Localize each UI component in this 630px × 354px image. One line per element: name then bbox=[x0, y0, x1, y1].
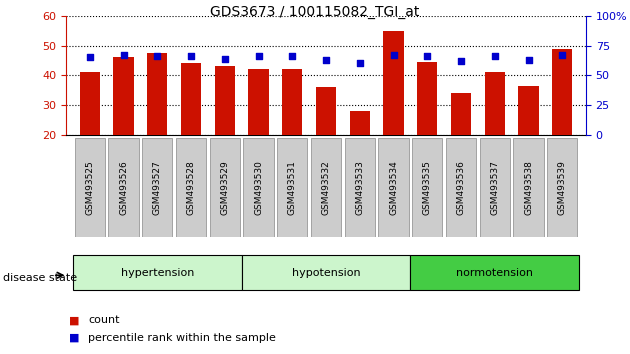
Bar bbox=[552, 48, 573, 135]
Point bbox=[524, 57, 534, 63]
Text: GSM493534: GSM493534 bbox=[389, 160, 398, 215]
Text: GSM493535: GSM493535 bbox=[423, 160, 432, 215]
Text: GSM493531: GSM493531 bbox=[288, 160, 297, 215]
Point bbox=[152, 53, 163, 59]
Text: GSM493526: GSM493526 bbox=[119, 160, 128, 215]
FancyBboxPatch shape bbox=[410, 255, 579, 290]
FancyBboxPatch shape bbox=[73, 255, 242, 290]
FancyBboxPatch shape bbox=[479, 138, 510, 237]
Text: normotension: normotension bbox=[456, 268, 533, 278]
Text: disease state: disease state bbox=[3, 273, 77, 283]
Text: GSM493538: GSM493538 bbox=[524, 160, 533, 215]
Point bbox=[422, 53, 432, 59]
Text: GSM493533: GSM493533 bbox=[355, 160, 364, 215]
Point bbox=[287, 53, 297, 59]
Text: percentile rank within the sample: percentile rank within the sample bbox=[88, 333, 276, 343]
FancyBboxPatch shape bbox=[446, 138, 476, 237]
Bar bbox=[79, 72, 100, 135]
Bar bbox=[248, 69, 268, 135]
Text: ■: ■ bbox=[69, 333, 80, 343]
Bar bbox=[350, 111, 370, 135]
FancyBboxPatch shape bbox=[311, 138, 341, 237]
Text: GSM493525: GSM493525 bbox=[85, 160, 94, 215]
Text: GSM493536: GSM493536 bbox=[457, 160, 466, 215]
Text: GSM493537: GSM493537 bbox=[490, 160, 500, 215]
FancyBboxPatch shape bbox=[243, 138, 273, 237]
Text: count: count bbox=[88, 315, 120, 325]
Text: hypotension: hypotension bbox=[292, 268, 360, 278]
Text: GSM493530: GSM493530 bbox=[254, 160, 263, 215]
Text: ■: ■ bbox=[69, 315, 80, 325]
Bar bbox=[484, 72, 505, 135]
Bar bbox=[451, 93, 471, 135]
FancyBboxPatch shape bbox=[142, 138, 173, 237]
FancyBboxPatch shape bbox=[547, 138, 578, 237]
FancyBboxPatch shape bbox=[379, 138, 409, 237]
Text: GSM493539: GSM493539 bbox=[558, 160, 567, 215]
Bar bbox=[316, 87, 336, 135]
Text: GSM493527: GSM493527 bbox=[153, 160, 162, 215]
FancyBboxPatch shape bbox=[242, 255, 410, 290]
FancyBboxPatch shape bbox=[345, 138, 375, 237]
Point bbox=[118, 52, 129, 58]
FancyBboxPatch shape bbox=[176, 138, 206, 237]
Point bbox=[389, 52, 399, 58]
Point bbox=[558, 52, 568, 58]
FancyBboxPatch shape bbox=[513, 138, 544, 237]
Point bbox=[84, 55, 94, 60]
Point bbox=[456, 58, 466, 64]
Bar bbox=[384, 31, 404, 135]
Text: GDS3673 / 100115082_TGI_at: GDS3673 / 100115082_TGI_at bbox=[210, 5, 420, 19]
Bar bbox=[518, 86, 539, 135]
Bar bbox=[181, 63, 201, 135]
FancyBboxPatch shape bbox=[74, 138, 105, 237]
Bar bbox=[417, 62, 437, 135]
Bar bbox=[215, 66, 235, 135]
Point bbox=[355, 61, 365, 66]
FancyBboxPatch shape bbox=[210, 138, 240, 237]
FancyBboxPatch shape bbox=[108, 138, 139, 237]
Point bbox=[253, 53, 263, 59]
FancyBboxPatch shape bbox=[412, 138, 442, 237]
Text: GSM493528: GSM493528 bbox=[186, 160, 195, 215]
FancyBboxPatch shape bbox=[277, 138, 307, 237]
Text: GSM493529: GSM493529 bbox=[220, 160, 229, 215]
Point bbox=[490, 53, 500, 59]
Point bbox=[186, 53, 196, 59]
Text: hypertension: hypertension bbox=[120, 268, 194, 278]
Bar bbox=[282, 69, 302, 135]
Bar bbox=[147, 53, 168, 135]
Bar bbox=[113, 57, 134, 135]
Point bbox=[220, 56, 230, 62]
Text: GSM493532: GSM493532 bbox=[321, 160, 331, 215]
Point bbox=[321, 57, 331, 63]
